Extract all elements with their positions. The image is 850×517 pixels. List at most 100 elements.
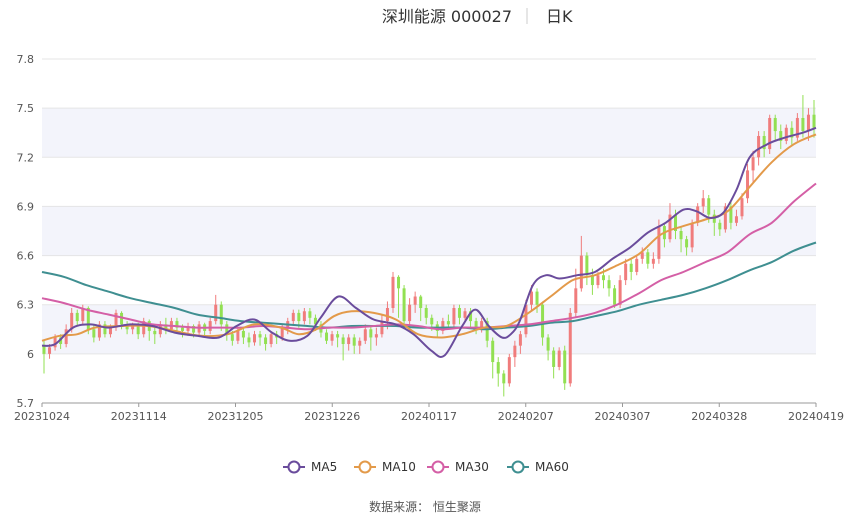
data-source: 数据来源： 恒生聚源 xyxy=(369,499,481,514)
candle xyxy=(734,209,738,227)
y-axis: 7.8 7.5 7.2 6.9 6.6 6.3 6 5.7 xyxy=(17,53,35,410)
background-band xyxy=(42,108,816,158)
candle-body xyxy=(397,276,401,289)
candle xyxy=(258,330,262,346)
candle xyxy=(795,113,799,141)
candle-body xyxy=(668,214,672,240)
candle-body xyxy=(325,332,329,341)
candle-body xyxy=(685,239,689,248)
candle-body xyxy=(812,114,816,128)
candle-body xyxy=(64,329,68,345)
candle xyxy=(701,190,705,213)
candle-body xyxy=(635,258,639,272)
candle-body xyxy=(657,226,661,259)
candle-body xyxy=(529,291,533,305)
candle xyxy=(579,235,583,292)
candle-body xyxy=(601,275,605,281)
candle xyxy=(574,268,578,318)
candle-body xyxy=(674,214,678,231)
candle-body xyxy=(596,275,600,286)
candle xyxy=(607,275,611,297)
candle-body xyxy=(701,198,705,207)
candle-body xyxy=(164,324,168,330)
candle-body xyxy=(92,329,96,338)
candle-body xyxy=(563,350,567,384)
candle-body xyxy=(734,216,738,223)
ma30-line xyxy=(41,182,817,331)
legend-item-ma60[interactable]: MA60 xyxy=(507,460,569,474)
candle-body xyxy=(729,206,733,223)
candle-body xyxy=(142,321,146,335)
candle-body xyxy=(53,337,57,348)
candle-body xyxy=(441,321,445,331)
candle-body xyxy=(380,321,384,335)
candle xyxy=(325,329,329,345)
candle-body xyxy=(463,311,467,318)
candle xyxy=(347,334,351,351)
candle xyxy=(812,99,816,138)
candle-body xyxy=(424,307,428,318)
x-tick-label: 20231205 xyxy=(208,410,264,423)
candle xyxy=(75,309,79,327)
candle-body xyxy=(247,337,251,343)
candle-body xyxy=(230,334,234,341)
candle-body xyxy=(590,275,594,286)
candle xyxy=(247,332,251,348)
candle-body xyxy=(341,337,345,345)
candle xyxy=(762,131,766,158)
candle xyxy=(740,193,744,220)
candle-body xyxy=(42,345,46,354)
legend-item-ma5[interactable]: MA5 xyxy=(283,460,337,474)
candle-body xyxy=(469,311,473,322)
candle xyxy=(125,321,129,335)
legend-marker xyxy=(358,460,372,474)
legend-item-ma30[interactable]: MA30 xyxy=(427,460,489,474)
candle-body xyxy=(507,357,511,384)
candle xyxy=(474,317,478,335)
candle-body xyxy=(773,117,777,132)
candle xyxy=(463,307,467,322)
candle-body xyxy=(374,334,378,338)
candle xyxy=(408,298,412,328)
candle-body xyxy=(679,231,683,240)
legend-item-ma10[interactable]: MA10 xyxy=(354,460,416,474)
x-tick-label: 20240117 xyxy=(401,410,457,423)
candle xyxy=(563,345,567,390)
candle-body xyxy=(97,324,101,338)
x-tick-label: 20240307 xyxy=(595,410,651,423)
candle-body xyxy=(557,350,561,367)
candle xyxy=(214,294,218,325)
candle-body xyxy=(158,324,162,335)
candle-body xyxy=(784,127,788,141)
candle xyxy=(419,294,423,322)
candle xyxy=(402,285,406,330)
candle-body xyxy=(690,222,694,248)
candle xyxy=(685,235,689,256)
candle xyxy=(336,330,340,348)
candle-body xyxy=(607,280,611,289)
candle xyxy=(241,327,245,345)
candle-body xyxy=(795,117,799,138)
candle xyxy=(552,347,556,379)
candle-body xyxy=(313,317,317,325)
candle xyxy=(413,291,417,313)
candle-body xyxy=(524,304,528,335)
candle xyxy=(629,258,633,281)
candle-body xyxy=(491,340,495,363)
candle xyxy=(302,307,306,325)
candle-body xyxy=(629,263,633,272)
candle xyxy=(513,340,517,367)
candlestick-series xyxy=(42,95,816,397)
candle-body xyxy=(180,327,184,331)
candle xyxy=(142,317,146,338)
candle-body xyxy=(103,324,107,335)
candle xyxy=(457,304,461,325)
plot-background-bands xyxy=(42,108,816,354)
candle xyxy=(352,334,356,354)
candle-body xyxy=(746,170,750,199)
candle-body xyxy=(518,334,522,346)
candle xyxy=(568,307,572,387)
candle-body xyxy=(579,255,583,289)
candle-body xyxy=(546,337,550,351)
